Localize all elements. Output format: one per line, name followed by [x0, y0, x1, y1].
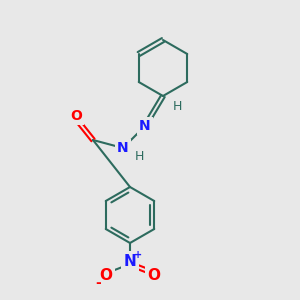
- Text: O: O: [70, 109, 82, 123]
- Text: H: H: [134, 149, 144, 163]
- Text: N: N: [139, 119, 151, 133]
- Text: N: N: [124, 254, 136, 268]
- Text: O: O: [100, 268, 112, 283]
- Text: N: N: [117, 141, 129, 155]
- Text: H: H: [172, 100, 182, 112]
- Text: +: +: [134, 250, 142, 260]
- Text: -: -: [95, 276, 101, 290]
- Text: O: O: [148, 268, 160, 283]
